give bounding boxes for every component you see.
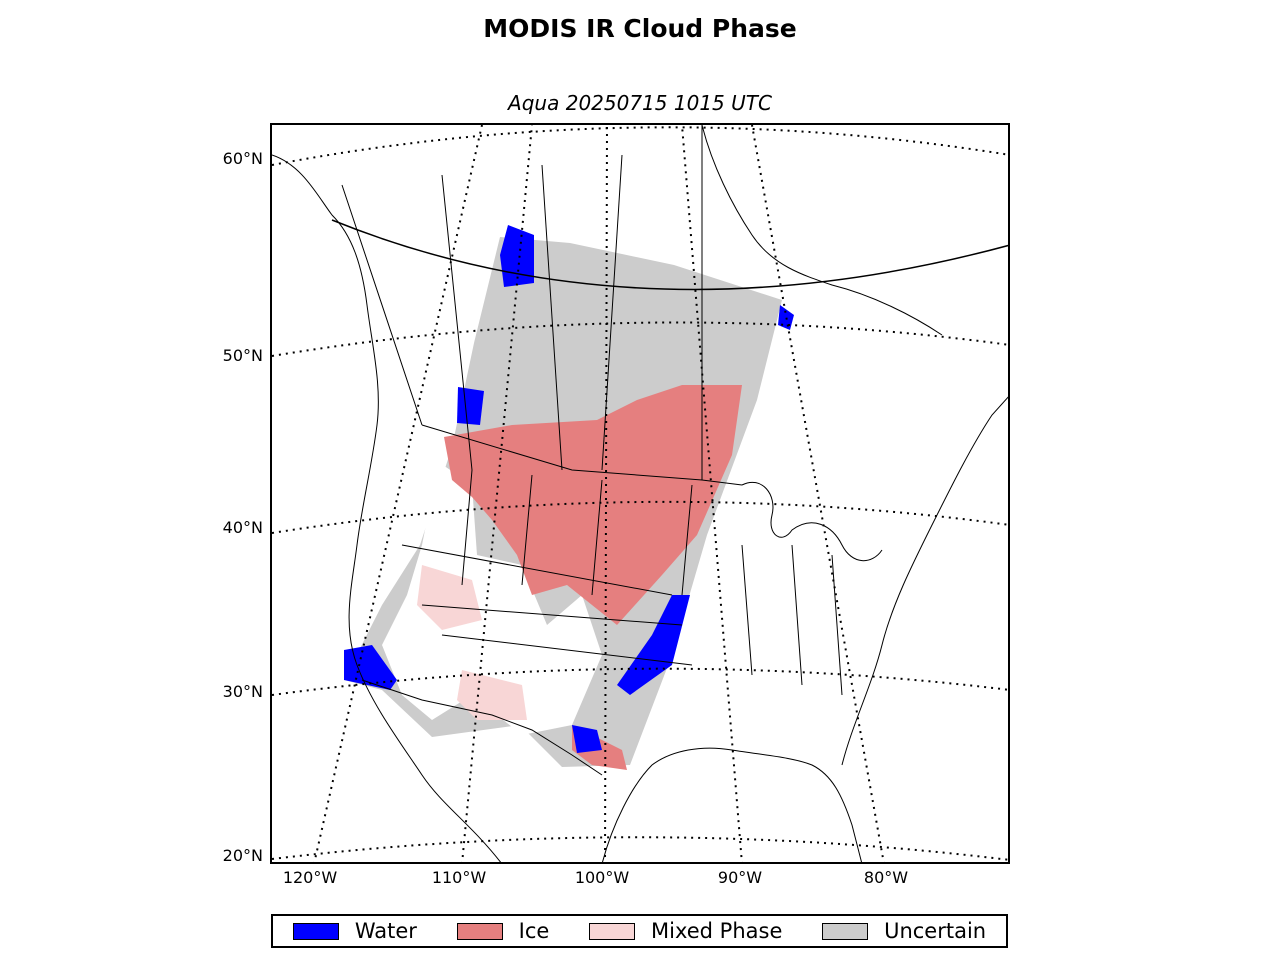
lat-label-20n: 20°N xyxy=(222,846,263,865)
meridian-80w xyxy=(751,125,885,862)
hudson-bay-coastline xyxy=(701,125,943,336)
gulf-coastline xyxy=(602,747,863,862)
lon-label-110w: 110°W xyxy=(431,868,487,887)
map-panel xyxy=(270,123,1010,864)
lon-label-100w: 100°W xyxy=(574,868,630,887)
great-lakes xyxy=(741,481,883,562)
swath-ice-band xyxy=(444,385,742,625)
meridian-120w xyxy=(313,125,483,862)
swath-mixed-phase-patch xyxy=(417,565,482,630)
coastlines xyxy=(272,125,1008,862)
chart-title: MODIS IR Cloud Phase xyxy=(483,14,797,43)
pacific-coastline xyxy=(272,154,502,862)
legend-item-ice: Ice xyxy=(456,919,550,943)
legend-swatch-ice xyxy=(456,922,503,940)
meridian-110w xyxy=(461,125,533,862)
parallel-60n xyxy=(272,126,1008,166)
legend-swatch-water xyxy=(292,922,339,940)
lat-label-50n: 50°N xyxy=(222,346,263,365)
lat-label-40n: 40°N xyxy=(222,518,263,537)
parallel-40n xyxy=(272,500,1008,534)
legend-item-mixed-phase: Mixed Phase xyxy=(589,919,782,943)
lon-label-80w: 80°W xyxy=(863,868,909,887)
swath-clear-area xyxy=(382,463,602,735)
state-borders xyxy=(401,469,843,696)
swath-water-patch-northwest xyxy=(457,387,484,425)
swath-water-patch-south xyxy=(572,725,602,753)
legend: Water Ice Mixed Phase Uncertain xyxy=(271,914,1008,948)
legend-swatch-uncertain xyxy=(822,922,869,940)
province-borders xyxy=(341,125,703,480)
graticule xyxy=(272,125,1008,862)
legend-label-uncertain: Uncertain xyxy=(884,919,987,943)
map-canvas xyxy=(272,125,1008,862)
cloud-phase-swath xyxy=(344,225,794,770)
swath-mixed-phase-patch-2 xyxy=(457,670,527,720)
swath-water-patch-southwest xyxy=(344,645,397,690)
legend-item-uncertain: Uncertain xyxy=(822,919,986,943)
canada-us-border xyxy=(421,424,743,486)
us-mexico-border xyxy=(361,679,603,776)
legend-item-water: Water xyxy=(292,919,417,943)
lat-label-60n: 60°N xyxy=(222,149,263,168)
swath-water-patch-northeast xyxy=(778,305,794,330)
legend-label-water: Water xyxy=(354,919,417,943)
swath-water-patch-southeast xyxy=(617,595,690,695)
parallel-50n xyxy=(272,321,1008,357)
arctic-lat-line xyxy=(331,219,1008,291)
legend-label-mixed-phase: Mixed Phase xyxy=(651,919,783,943)
atlantic-coastline xyxy=(841,396,1008,766)
meridian-90w xyxy=(681,125,743,862)
lat-label-30n: 30°N xyxy=(222,682,263,701)
chart-subtitle: Aqua 20250715 1015 UTC xyxy=(508,91,772,115)
parallel-30n xyxy=(272,667,1008,696)
parallel-20n xyxy=(272,836,1008,861)
lon-label-90w: 90°W xyxy=(717,868,763,887)
legend-swatch-mixed-phase xyxy=(589,922,635,940)
lon-label-120w: 120°W xyxy=(282,868,338,887)
legend-label-ice: Ice xyxy=(518,919,550,943)
